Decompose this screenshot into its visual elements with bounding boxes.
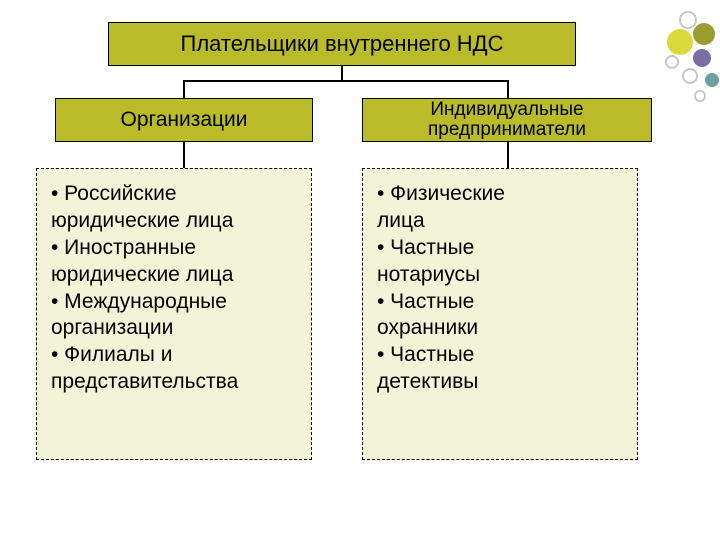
connector (341, 66, 343, 80)
detail-line: нотариусы (377, 262, 623, 289)
detail-line: охранники (377, 315, 623, 342)
detail-box-entrepreneurs: • Физическиелица• Частныенотариусы• Част… (362, 168, 638, 460)
decor-dot (694, 90, 706, 102)
decor-dot (693, 49, 711, 67)
detail-line: • Международные (51, 289, 297, 316)
detail-line: • Частные (377, 342, 623, 369)
branch-header-organizations: Организации (55, 98, 313, 142)
branch-header-label: Организации (120, 108, 247, 132)
detail-line: • Филиалы и (51, 342, 297, 369)
detail-line: юридические лица (51, 208, 297, 235)
detail-box-organizations: • Российскиеюридические лица• Иностранны… (36, 168, 312, 460)
connector (507, 80, 509, 98)
decor-dot (705, 73, 719, 87)
detail-line: организации (51, 315, 297, 342)
connector (183, 80, 185, 98)
detail-line: • Иностранные (51, 235, 297, 262)
decor-dot (693, 23, 715, 45)
detail-line: • Частные (377, 235, 623, 262)
connector (507, 142, 509, 168)
connector (183, 80, 509, 82)
branch-header-entrepreneurs: Индивидуальные предприниматели (362, 98, 652, 142)
decor-dot (682, 68, 698, 84)
detail-line: детективы (377, 369, 623, 396)
detail-line: лица (377, 208, 623, 235)
decor-dot (665, 55, 679, 69)
connector (183, 142, 185, 168)
diagram-canvas: Плательщики внутреннего НДС Организации … (0, 0, 720, 540)
root-label: Плательщики внутреннего НДС (181, 31, 504, 57)
detail-line: представительства (51, 369, 297, 396)
detail-line: • Частные (377, 289, 623, 316)
detail-line: • Физические (377, 181, 623, 208)
detail-line: юридические лица (51, 262, 297, 289)
decor-dot (667, 29, 693, 55)
root-node: Плательщики внутреннего НДС (108, 22, 576, 66)
detail-line: • Российские (51, 181, 297, 208)
branch-header-label: Индивидуальные предприниматели (369, 100, 645, 140)
